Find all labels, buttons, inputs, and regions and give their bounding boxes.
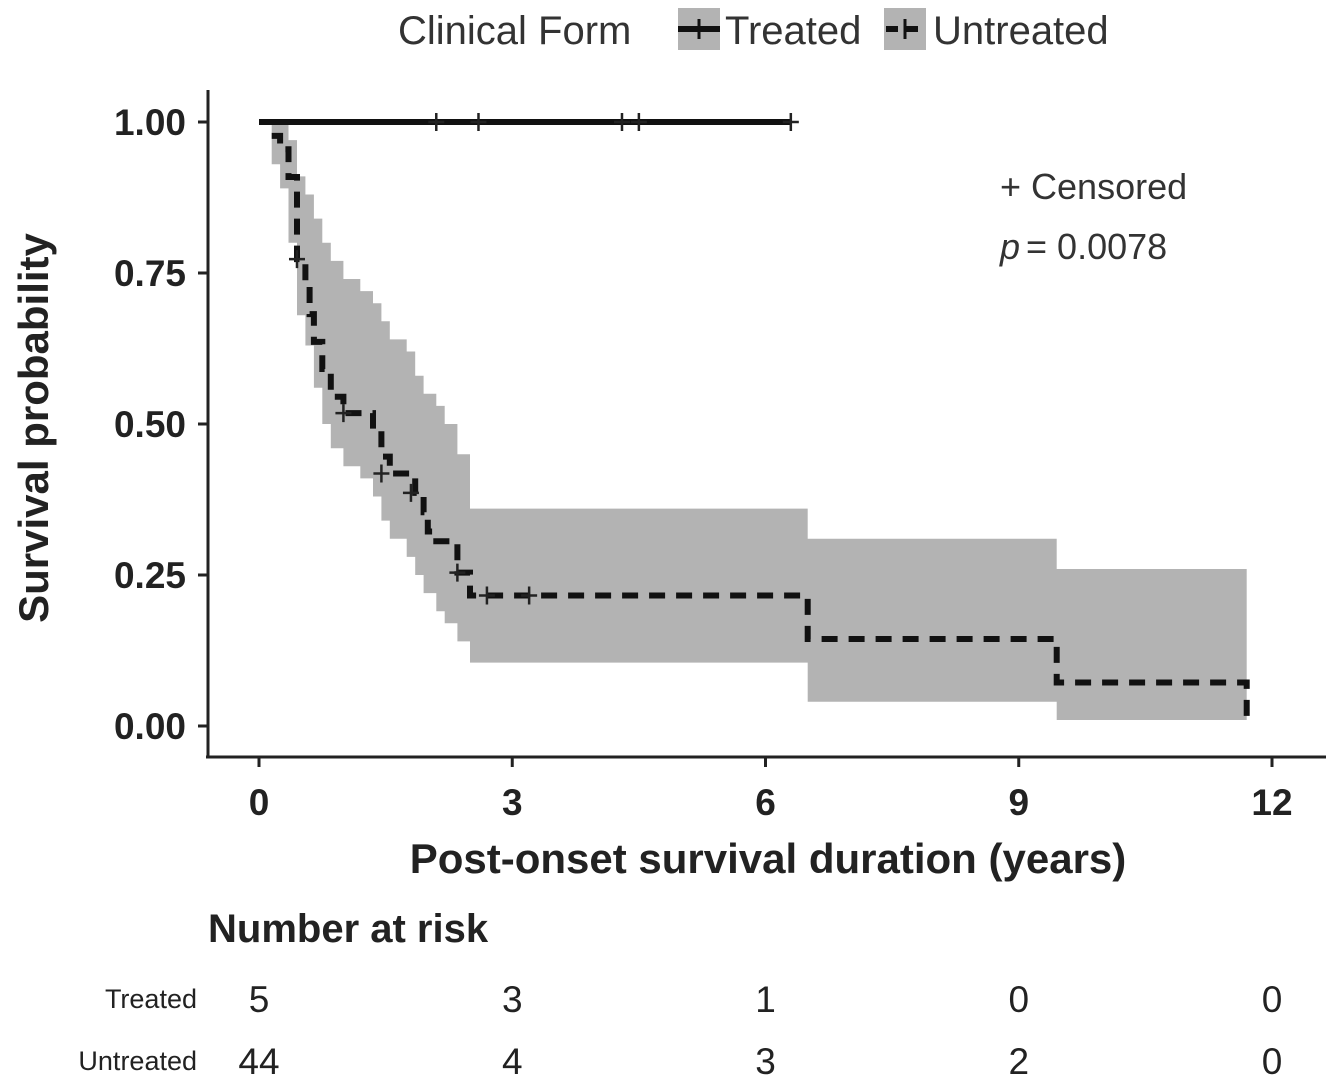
risk-row-label: Untreated	[78, 1046, 197, 1076]
x-tick-label: 3	[502, 782, 523, 823]
risk-count: 3	[502, 979, 523, 1020]
y-tick-label: 0.75	[114, 253, 186, 294]
p-value: = 0.0078	[1026, 226, 1167, 267]
censor-mark	[335, 404, 352, 423]
censor-mark	[288, 250, 305, 269]
legend: Clinical Form Treated Untreated	[398, 8, 1109, 53]
survival-line-untreated	[271, 132, 1250, 726]
censor-mark	[782, 113, 799, 131]
risk-row-label: Treated	[105, 984, 197, 1014]
censor-mark	[613, 113, 630, 131]
risk-count: 1	[755, 979, 776, 1020]
risk-count: 0	[1262, 1041, 1283, 1081]
censor-mark	[402, 483, 419, 502]
censor-marks	[288, 113, 799, 605]
censor-mark	[373, 464, 390, 483]
risk-count: 3	[755, 1041, 776, 1081]
legend-title: Clinical Form	[398, 9, 631, 53]
risk-count: 4	[502, 1041, 523, 1081]
x-ticks: 0 3 6 9 12	[249, 757, 1293, 823]
y-ticks: 0.00 0.25 0.50 0.75 1.00	[114, 102, 208, 747]
censor-mark	[478, 586, 495, 605]
censor-mark	[630, 113, 647, 131]
x-tick-label: 0	[249, 782, 270, 823]
x-tick-label: 9	[1008, 782, 1029, 823]
censor-mark	[521, 586, 538, 605]
risk-count: 5	[249, 979, 270, 1020]
y-tick-label: 0.00	[114, 706, 186, 747]
y-tick-label: 0.50	[114, 404, 186, 445]
confidence-band-untreated	[271, 122, 1247, 726]
censor-mark	[470, 113, 487, 131]
risk-count: 2	[1008, 1041, 1029, 1081]
legend-label-untreated: Untreated	[933, 9, 1109, 53]
risk-count: 0	[1262, 979, 1283, 1020]
x-tick-label: 12	[1251, 782, 1292, 823]
risk-count: 0	[1008, 979, 1029, 1020]
censor-mark	[428, 113, 445, 131]
survival-curves	[259, 119, 1250, 726]
confidence-bands	[271, 122, 1247, 726]
censor-mark	[449, 563, 466, 582]
x-axis-title: Post-onset survival duration (years)	[410, 835, 1127, 882]
risk-count: 44	[238, 1041, 279, 1081]
y-axis-title: Survival probability	[10, 232, 57, 622]
x-tick-label: 6	[755, 782, 776, 823]
y-tick-label: 0.25	[114, 555, 186, 596]
p-value-annotation: p = 0.0078	[999, 226, 1167, 267]
risk-table-title: Number at risk	[208, 907, 489, 951]
legend-label-treated: Treated	[725, 9, 861, 53]
y-tick-label: 1.00	[114, 102, 186, 143]
censored-note: + Censored	[1000, 166, 1187, 207]
p-symbol: p	[999, 226, 1020, 267]
